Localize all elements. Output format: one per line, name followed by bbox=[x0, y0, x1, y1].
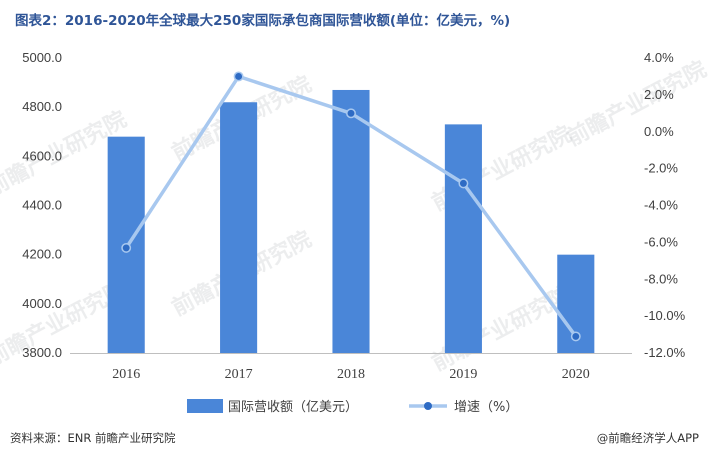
left-tick-label: 3800.0 bbox=[22, 345, 62, 360]
x-axis: 2016 2017 2018 2019 2020 bbox=[112, 367, 590, 382]
bar-2018 bbox=[332, 89, 370, 353]
left-tick-label: 4200.0 bbox=[22, 247, 62, 262]
right-tick-label: -4.0% bbox=[644, 198, 678, 213]
brand-note: @前瞻经济学人APP bbox=[596, 431, 699, 445]
legend-swatch-marker bbox=[424, 402, 432, 410]
bar-2019 bbox=[444, 124, 482, 353]
legend: 国际营收额（亿美元） 增速（%） bbox=[187, 399, 518, 415]
right-axis: -12.0% -10.0% -8.0% -6.0% -4.0% -2.0% 0.0% 2.0%… bbox=[644, 50, 686, 360]
right-tick-label: 2.0% bbox=[644, 87, 674, 102]
chart-title: 图表2：2016-2020年全球最大250家国际承包商国际营收额(单位：亿美元，… bbox=[15, 13, 511, 29]
right-tick-label: -2.0% bbox=[644, 161, 678, 176]
growth-point-2016 bbox=[121, 242, 132, 253]
left-tick-label: 5000.0 bbox=[22, 50, 62, 65]
left-axis: 3800.0 4000.0 4200.0 4400.0 4600.0 4800.0 5000… bbox=[22, 50, 62, 360]
right-tick-label: 4.0% bbox=[644, 50, 674, 65]
right-tick-label: 0.0% bbox=[644, 124, 674, 139]
legend-label-line: 增速（%） bbox=[454, 400, 518, 415]
right-tick-label: -12.0% bbox=[644, 345, 686, 360]
bar-series bbox=[107, 89, 595, 353]
left-tick-label: 4800.0 bbox=[22, 99, 62, 114]
growth-point-2017 bbox=[233, 71, 244, 82]
bar-2017 bbox=[220, 102, 258, 353]
watermark-text: 前瞻产业研究院 bbox=[563, 56, 709, 151]
left-tick-label: 4000.0 bbox=[22, 296, 62, 311]
x-tick-label: 2019 bbox=[449, 367, 477, 382]
right-tick-label: -6.0% bbox=[644, 234, 678, 249]
growth-point-2020 bbox=[570, 331, 581, 342]
x-tick-label: 2020 bbox=[562, 367, 590, 382]
left-tick-label: 4600.0 bbox=[22, 148, 62, 163]
legend-label-bar: 国际营收额（亿美元） bbox=[228, 400, 358, 415]
right-tick-label: -8.0% bbox=[644, 271, 678, 286]
x-tick-label: 2018 bbox=[337, 367, 365, 382]
x-tick-label: 2016 bbox=[112, 367, 140, 382]
legend-swatch-bar bbox=[187, 399, 223, 413]
x-tick-label: 2017 bbox=[225, 367, 253, 382]
growth-point-2019 bbox=[458, 178, 469, 189]
line-series bbox=[121, 71, 581, 342]
left-tick-label: 4400.0 bbox=[22, 198, 62, 213]
source-note: 资料来源：ENR 前瞻产业研究院 bbox=[10, 431, 176, 445]
right-tick-label: -10.0% bbox=[644, 308, 686, 323]
growth-point-2018 bbox=[346, 108, 356, 119]
